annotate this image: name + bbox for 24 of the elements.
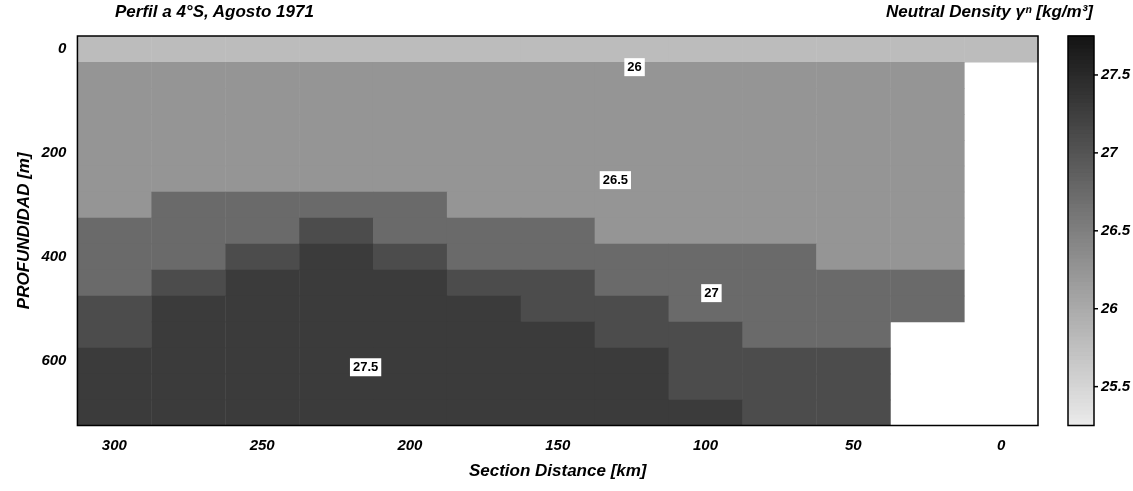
x-tick-label: 200 <box>396 435 424 453</box>
x-tick-label: 50 <box>844 435 863 453</box>
x-tick-label: 0 <box>996 435 1006 453</box>
annotation: 27 <box>704 284 719 300</box>
color-bar-title: Neutral Density γⁿ [kg/m³] <box>886 2 1093 22</box>
annotation: 26 <box>627 58 642 74</box>
x-tick-label: 300 <box>101 435 128 453</box>
annotation: 26.5 <box>602 171 628 187</box>
y-axis-title: PROFUNDIDAD [m] <box>13 151 33 310</box>
chart-title: Perfil a 4°S, Agosto 1971 <box>115 2 314 22</box>
y-tick-label: 0 <box>58 39 68 57</box>
x-tick-label: 250 <box>248 435 276 453</box>
color-bar-label: 27 <box>1100 143 1119 161</box>
color-bar-label: 27.5 <box>1100 65 1131 83</box>
annotation: 27.5 <box>352 358 379 374</box>
color-bar-label: 26 <box>1100 298 1119 316</box>
y-tick-label: 200 <box>40 143 68 161</box>
y-tick-label: 400 <box>40 246 68 264</box>
x-axis-title: Section Distance [km] <box>468 461 648 481</box>
color-bar-label: 25.5 <box>1100 376 1131 394</box>
x-tick-label: 100 <box>692 435 719 453</box>
y-tick-label: 600 <box>41 350 68 368</box>
color-bar-label: 26.5 <box>1100 220 1131 238</box>
x-tick-label: 150 <box>545 435 571 453</box>
